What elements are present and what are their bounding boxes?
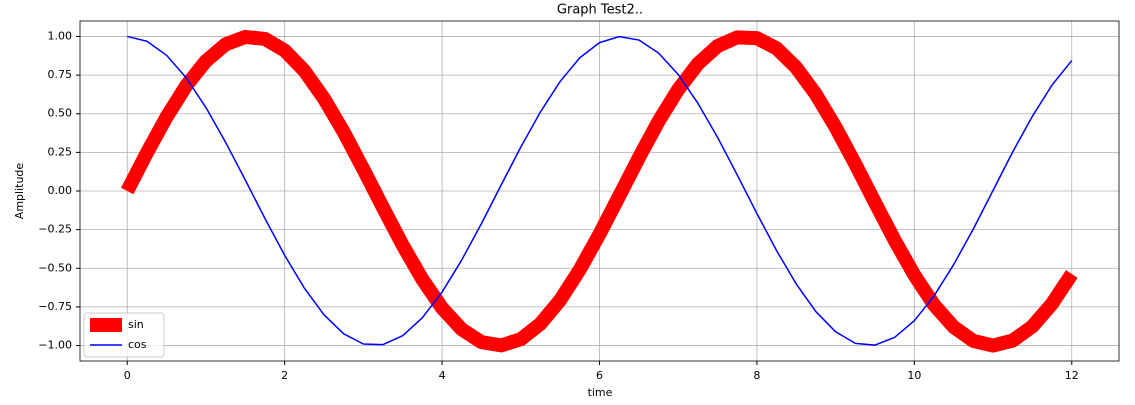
y-tick-label: 0.00	[48, 184, 73, 197]
y-tick-label: −0.50	[38, 261, 72, 274]
y-tick-label: −0.75	[38, 300, 72, 313]
chart-title: Graph Test2..	[557, 3, 643, 18]
y-tick-label: −1.00	[38, 339, 72, 352]
x-axis-label: time	[588, 386, 613, 399]
y-tick-label: 0.75	[48, 68, 73, 81]
y-tick-label: 1.00	[48, 29, 73, 42]
y-axis-label: Amplitude	[13, 163, 26, 220]
y-tick-label: −0.25	[38, 223, 72, 236]
x-tick-label: 0	[124, 369, 131, 382]
line-series	[121, 29, 1078, 353]
x-tick-label: 10	[907, 369, 921, 382]
legend-label: cos	[128, 338, 147, 351]
y-tick-label: 0.50	[48, 107, 73, 120]
x-tick-label: 2	[281, 369, 288, 382]
x-tick-label: 12	[1065, 369, 1079, 382]
legend-label: sin	[128, 318, 144, 331]
x-tick-label: 6	[596, 369, 603, 382]
x-tick-label: 8	[753, 369, 760, 382]
x-tick-label: 4	[439, 369, 446, 382]
line-series	[127, 35, 1073, 346]
legend: sin cos	[83, 312, 165, 358]
plot-frame	[79, 20, 1120, 362]
y-tick-label: 0.25	[48, 145, 73, 158]
